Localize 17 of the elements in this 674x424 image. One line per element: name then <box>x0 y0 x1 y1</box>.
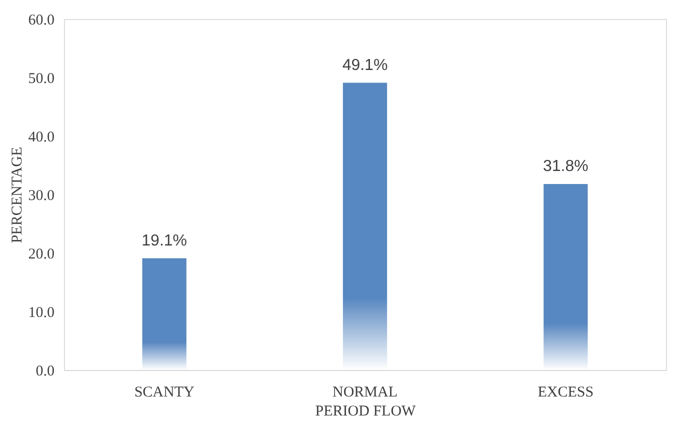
y-tick-label: 60.0 <box>28 12 54 28</box>
y-tick-label: 50.0 <box>28 71 54 87</box>
y-tick-label: 0.0 <box>36 364 54 380</box>
bar <box>544 184 588 370</box>
y-tick-label: 10.0 <box>28 305 54 321</box>
x-tick-label: EXCESS <box>538 384 594 400</box>
y-tick-label: 40.0 <box>28 130 54 146</box>
y-tick-label: 30.0 <box>28 188 54 204</box>
y-axis-title: PERCENTAGE <box>9 146 26 244</box>
x-tick-label: NORMAL <box>332 384 398 400</box>
x-tick-label: SCANTY <box>134 384 194 400</box>
data-label: 19.1% <box>142 232 188 250</box>
data-label: 49.1% <box>342 56 388 74</box>
data-label: 31.8% <box>542 158 588 175</box>
bar <box>142 258 186 370</box>
x-axis-title: PERIOD FLOW <box>315 404 417 420</box>
y-tick-label: 20.0 <box>28 246 54 262</box>
